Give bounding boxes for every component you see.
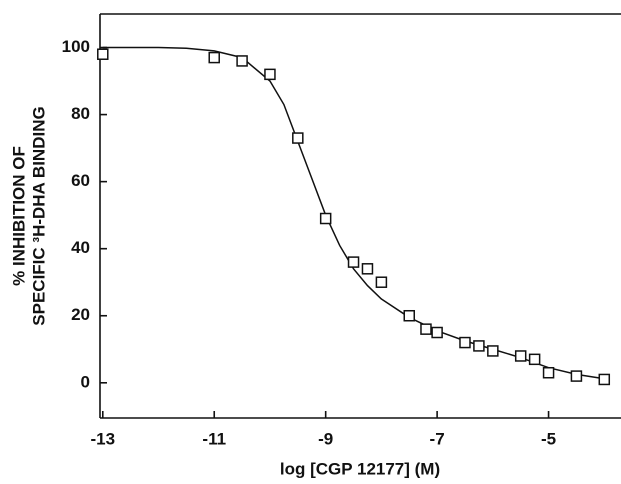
- y-tick-label: 100: [62, 37, 90, 56]
- data-point: [319, 212, 332, 225]
- y-tick-label: 20: [71, 305, 90, 324]
- data-point: [361, 263, 374, 275]
- data-point: [375, 276, 388, 288]
- data-point: [598, 373, 611, 386]
- data-point: [487, 345, 499, 357]
- x-tick-label: -7: [430, 429, 445, 448]
- data-point: [542, 366, 555, 379]
- data-point: [208, 51, 220, 64]
- data-point: [264, 68, 276, 81]
- data-point: [347, 256, 360, 268]
- fit-curve: [102, 46, 605, 380]
- y-tick-label: 0: [81, 372, 90, 391]
- x-tick-label: -11: [202, 429, 226, 448]
- y-axis-label: % INHIBITION OF: [9, 146, 28, 286]
- data-point: [570, 370, 583, 382]
- x-axis-label: log [CGP 12177] (M): [280, 459, 440, 478]
- data-point: [473, 340, 485, 352]
- x-tick-label: -5: [541, 429, 556, 448]
- data-point: [97, 48, 109, 60]
- data-point: [528, 353, 541, 366]
- data-point: [236, 55, 248, 67]
- data-point: [420, 323, 432, 335]
- x-tick-label: -13: [90, 429, 115, 448]
- y-tick-label: 80: [71, 104, 90, 123]
- y-axis-label: SPECIFIC ³H-DHA BINDING: [29, 106, 48, 325]
- data-point: [431, 326, 443, 339]
- data-point: [459, 336, 471, 349]
- y-tick-label: 40: [71, 238, 90, 257]
- data-point: [403, 309, 416, 322]
- x-tick-label: -9: [318, 429, 333, 448]
- y-tick-label: 60: [71, 171, 90, 190]
- data-point: [292, 132, 304, 144]
- data-point: [514, 350, 527, 362]
